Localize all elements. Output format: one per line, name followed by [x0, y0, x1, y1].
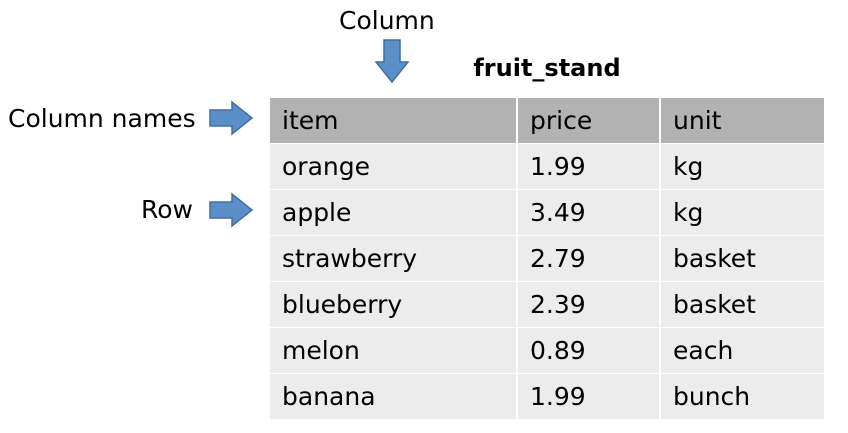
cell-item: strawberry [270, 236, 518, 281]
cell-price: 2.39 [518, 282, 661, 327]
arrow-right-icon [209, 100, 254, 136]
cell-price: 2.79 [518, 236, 661, 281]
table-row: strawberry 2.79 basket [270, 236, 824, 282]
cell-price: 3.49 [518, 190, 661, 235]
table-row: orange 1.99 kg [270, 144, 824, 190]
arrow-down-icon [374, 39, 410, 84]
column-header-item: item [270, 98, 518, 143]
cell-price: 0.89 [518, 328, 661, 373]
column-header-unit: unit [661, 98, 824, 143]
table-header-row: item price unit [270, 98, 824, 144]
arrow-right-icon [209, 192, 254, 228]
table-row: banana 1.99 bunch [270, 374, 824, 420]
cell-item: orange [270, 144, 518, 189]
table-row: blueberry 2.39 basket [270, 282, 824, 328]
cell-item: banana [270, 374, 518, 419]
cell-unit: basket [661, 282, 824, 327]
cell-price: 1.99 [518, 374, 661, 419]
table-row: melon 0.89 each [270, 328, 824, 374]
row-annotation-label: Row [141, 195, 193, 224]
cell-unit: basket [661, 236, 824, 281]
column-annotation-label: Column [339, 6, 435, 35]
table-title: fruit_stand [473, 54, 621, 82]
cell-unit: kg [661, 144, 824, 189]
column-header-price: price [518, 98, 661, 143]
cell-item: melon [270, 328, 518, 373]
column-names-annotation-label: Column names [8, 104, 196, 133]
data-table: item price unit orange 1.99 kg apple 3.4… [270, 98, 824, 420]
cell-unit: bunch [661, 374, 824, 419]
cell-unit: each [661, 328, 824, 373]
cell-unit: kg [661, 190, 824, 235]
cell-item: blueberry [270, 282, 518, 327]
cell-price: 1.99 [518, 144, 661, 189]
cell-item: apple [270, 190, 518, 235]
table-row: apple 3.49 kg [270, 190, 824, 236]
